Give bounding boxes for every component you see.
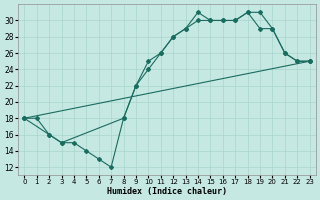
X-axis label: Humidex (Indice chaleur): Humidex (Indice chaleur) bbox=[107, 187, 227, 196]
